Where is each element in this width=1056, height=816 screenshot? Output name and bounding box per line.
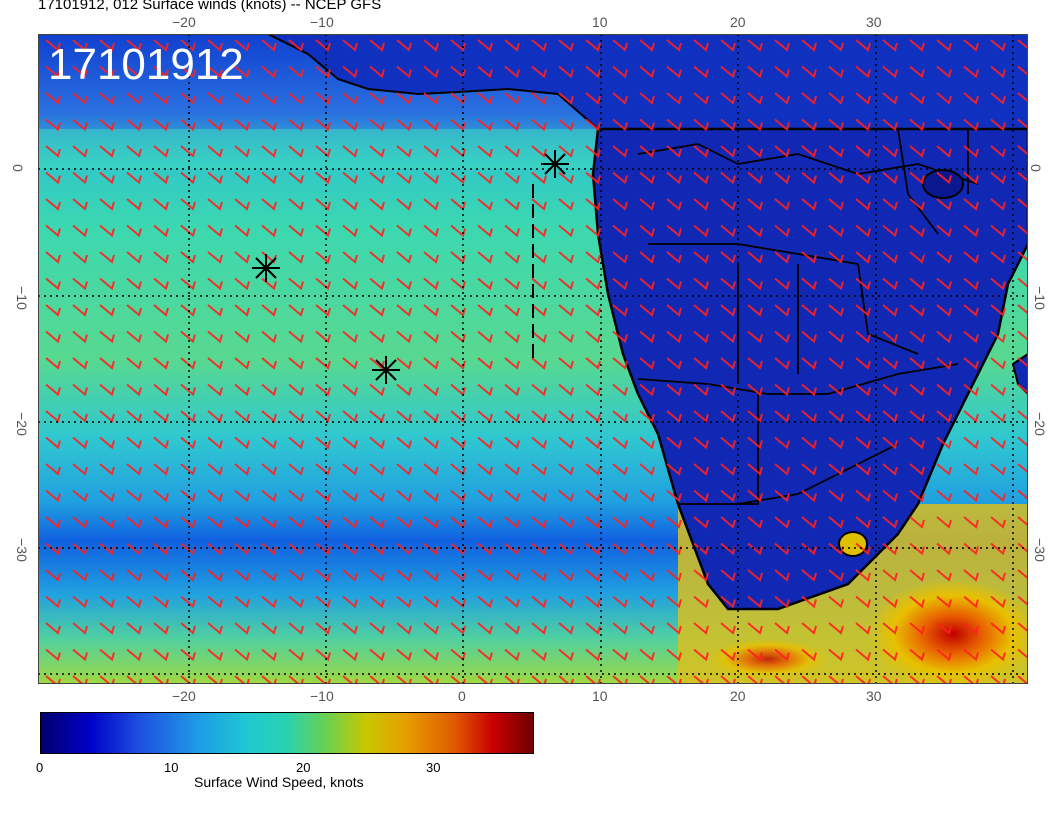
colorbar: [40, 712, 534, 754]
y-tick-left: −10: [13, 286, 30, 310]
x-tick-bottom: −10: [310, 688, 334, 704]
x-tick-top: 20: [730, 14, 746, 30]
x-tick-top: −10: [310, 14, 334, 30]
x-tick-top: 10: [592, 14, 608, 30]
x-tick-bottom: 30: [866, 688, 882, 704]
wind-map: [38, 34, 1028, 684]
x-tick-bottom: 10: [592, 688, 608, 704]
x-tick-bottom: −20: [172, 688, 196, 704]
lat-lon-grid: [38, 34, 1028, 684]
wind-barbs: [38, 34, 1028, 684]
colorbar-title: Surface Wind Speed, knots: [194, 774, 364, 790]
x-tick-top: 30: [866, 14, 882, 30]
y-tick-left: −30: [13, 538, 30, 562]
y-tick-right: 0: [1027, 164, 1044, 172]
date-stamp: 17101912: [48, 40, 244, 89]
x-tick-bottom: 20: [730, 688, 746, 704]
y-tick-right: −30: [1031, 538, 1048, 562]
x-tick-top: −20: [172, 14, 196, 30]
y-tick-left: 0: [9, 164, 26, 172]
colorbar-label: 20: [296, 760, 311, 775]
y-tick-right: −10: [1031, 286, 1048, 310]
map-title: 17101912, 012 Surface winds (knots) -- N…: [38, 0, 382, 13]
station-markers: [252, 150, 569, 384]
colorbar-label: 10: [164, 760, 179, 775]
colorbar-label: 30: [426, 760, 441, 775]
x-tick-bottom: 0: [458, 688, 466, 704]
map-frame: [38, 34, 1028, 684]
colorbar-label: 0: [36, 760, 44, 775]
y-tick-right: −20: [1031, 412, 1048, 436]
y-tick-left: −20: [13, 412, 30, 436]
